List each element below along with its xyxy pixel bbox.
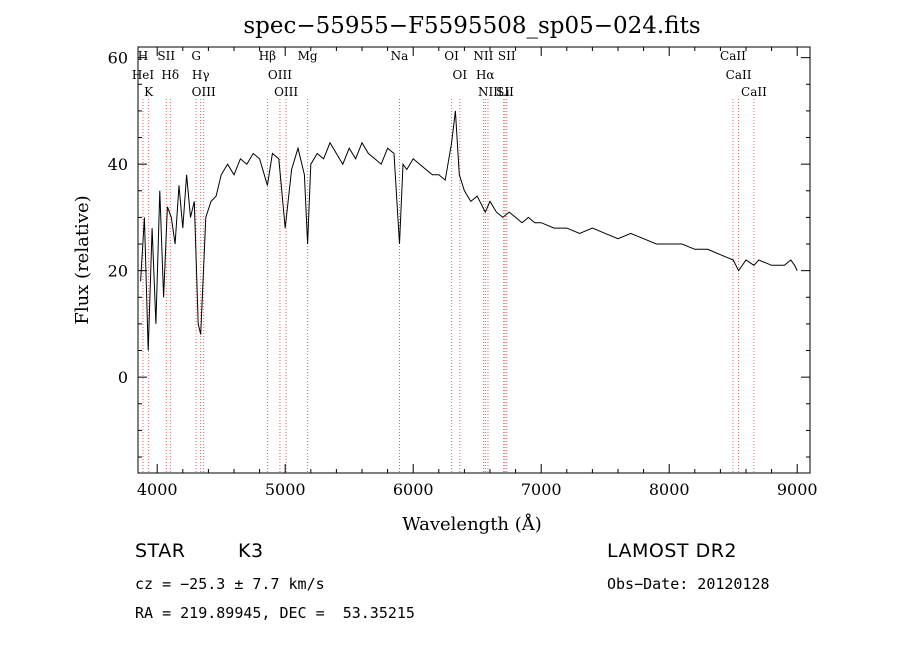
x-tick-label: 6000 <box>393 480 434 499</box>
line-label: Hδ <box>161 68 179 82</box>
coordinates: RA = 219.89945, DEC = 53.35215 <box>135 604 415 622</box>
y-tick-label: 60 <box>108 49 128 68</box>
spectral-line-labels: H HeI K SII Hδ G Hγ OIII Hβ OIII OIII Mg Na OI OI NII Hα… <box>132 49 767 99</box>
line-label: Na <box>391 49 409 63</box>
line-label: NII <box>478 85 498 99</box>
line-label: Mg <box>298 49 318 63</box>
x-axis: 4000 5000 6000 7000 8000 9000 <box>137 47 818 499</box>
line-label: OIII <box>274 85 298 99</box>
x-tick-label: 9000 <box>777 480 818 499</box>
plot-frame <box>137 46 811 474</box>
line-label: H <box>138 49 148 63</box>
line-label: HeI <box>132 68 155 82</box>
x-axis-label: Wavelength (Å) <box>402 513 542 535</box>
chart-title: spec−55955−F5595508_sp05−024.fits <box>243 13 700 39</box>
object-subclass: K3 <box>238 540 264 562</box>
y-tick-label: 40 <box>108 155 128 174</box>
line-label: CaII <box>741 85 767 99</box>
x-tick-label: 4000 <box>137 480 178 499</box>
redshift-velocity: cz = −25.3 ± 7.7 km/s <box>135 575 325 593</box>
line-label: SII <box>498 49 516 63</box>
line-label: OIII <box>192 85 216 99</box>
survey-name: LAMOST DR2 <box>607 540 737 562</box>
spectrum-line <box>140 110 798 351</box>
line-label: Li <box>498 85 510 99</box>
x-tick-label: 8000 <box>649 480 690 499</box>
line-label: CaII <box>726 68 752 82</box>
line-label: SII <box>157 49 175 63</box>
line-label: CaII <box>720 49 746 63</box>
x-tick-label: 7000 <box>521 480 562 499</box>
observation-date: Obs−Date: 20120128 <box>607 575 770 593</box>
line-label: Hβ <box>259 49 276 63</box>
line-label: OI <box>453 68 468 82</box>
line-label: G <box>191 49 201 63</box>
spectral-line-markers <box>142 99 755 473</box>
line-label: Hγ <box>192 68 210 82</box>
y-tick-label: 20 <box>108 262 128 281</box>
line-label: NII <box>473 49 493 63</box>
line-label: OIII <box>268 68 292 82</box>
object-class: STAR <box>135 540 186 562</box>
line-label: K <box>144 85 154 99</box>
y-axis: 0 20 40 60 <box>108 49 810 458</box>
line-label: SII <box>496 85 514 99</box>
y-axis-label: Flux (relative) <box>72 195 93 324</box>
y-tick-label: 0 <box>118 368 128 387</box>
line-label: Hα <box>476 68 495 82</box>
x-tick-label: 5000 <box>265 480 306 499</box>
line-label: OI <box>444 49 459 63</box>
